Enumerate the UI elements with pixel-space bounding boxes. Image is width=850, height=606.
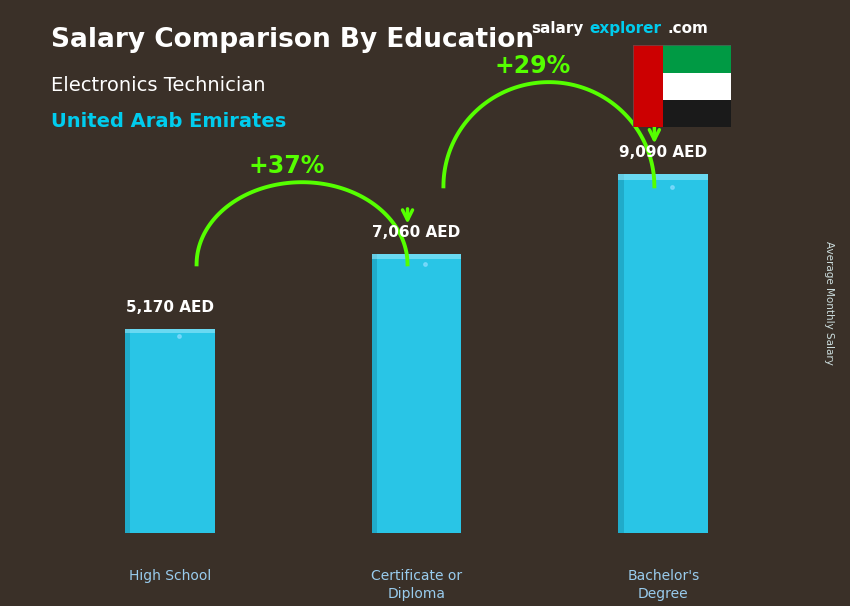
Bar — [633, 45, 731, 73]
Text: 9,090 AED: 9,090 AED — [620, 145, 707, 160]
Text: .com: .com — [667, 21, 708, 36]
Bar — [125, 329, 214, 333]
Bar — [371, 255, 462, 259]
Text: salary: salary — [531, 21, 584, 36]
Bar — [633, 73, 731, 100]
Text: United Arab Emirates: United Arab Emirates — [51, 112, 286, 131]
Bar — [125, 329, 130, 533]
Text: +29%: +29% — [495, 54, 571, 78]
Text: Certificate or
Diploma: Certificate or Diploma — [371, 569, 462, 601]
Text: 5,170 AED: 5,170 AED — [126, 300, 213, 315]
Bar — [371, 255, 462, 533]
Text: 7,060 AED: 7,060 AED — [372, 225, 461, 241]
Text: Electronics Technician: Electronics Technician — [51, 76, 265, 95]
Bar — [633, 45, 663, 127]
Bar — [619, 174, 624, 533]
Text: +37%: +37% — [248, 155, 325, 178]
Text: Average Monthly Salary: Average Monthly Salary — [824, 241, 834, 365]
Bar — [619, 174, 708, 181]
Bar — [633, 100, 731, 127]
Text: Bachelor's
Degree: Bachelor's Degree — [627, 569, 700, 601]
Bar — [619, 174, 708, 533]
Text: explorer: explorer — [589, 21, 661, 36]
Text: Salary Comparison By Education: Salary Comparison By Education — [51, 27, 534, 53]
Bar — [371, 255, 377, 533]
Bar — [125, 329, 214, 533]
Text: High School: High School — [128, 569, 211, 583]
